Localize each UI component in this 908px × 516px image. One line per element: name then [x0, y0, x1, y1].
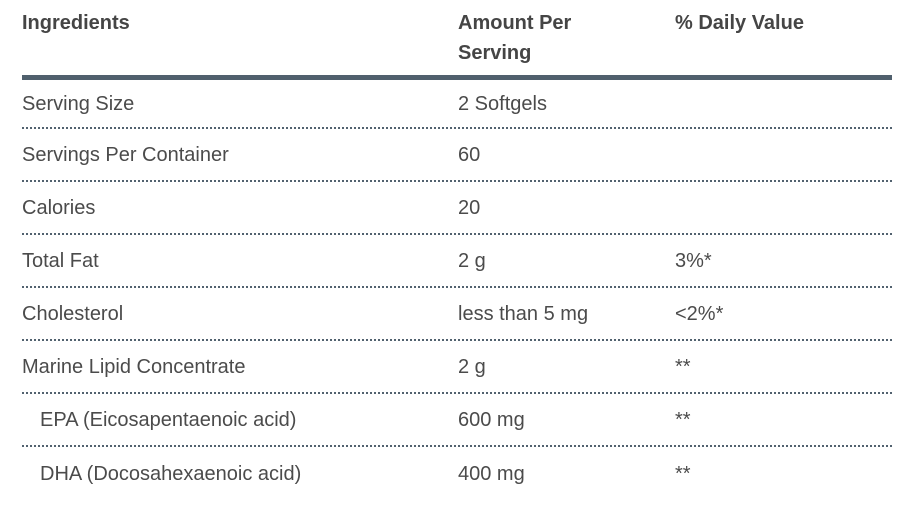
daily-value-cell: **	[675, 463, 691, 485]
ingredient-cell: EPA (Eicosapentaenoic acid)	[40, 408, 297, 431]
amount-cell: 2 g	[458, 249, 486, 272]
ingredient-cell: DHA (Docosahexaenoic acid)	[40, 463, 302, 485]
supplement-facts-table: Ingredients Amount Per Serving % Daily V…	[22, 0, 892, 501]
ingredient-cell: Servings Per Container	[22, 143, 229, 166]
amount-cell: 2 Softgels	[458, 92, 547, 115]
table-row-calories: Calories 20	[22, 182, 892, 235]
daily-value-cell: <2%*	[675, 302, 724, 325]
amount-cell: 600 mg	[458, 408, 525, 431]
ingredient-cell: Calories	[22, 196, 96, 219]
column-header-ingredients: Ingredients	[22, 12, 130, 34]
daily-value-cell: **	[675, 408, 691, 431]
table-row-dha: DHA (Docosahexaenoic acid) 400 mg **	[22, 447, 892, 501]
column-header-amount-per-serving: Amount Per Serving	[458, 8, 675, 68]
table-row-epa: EPA (Eicosapentaenoic acid) 600 mg **	[22, 394, 892, 447]
amount-cell: 20	[458, 196, 481, 219]
column-header-daily-value: % Daily Value	[675, 12, 804, 34]
table-header-row: Ingredients Amount Per Serving % Daily V…	[22, 0, 892, 80]
ingredient-cell: Serving Size	[22, 92, 135, 115]
table-row-serving-size: Serving Size 2 Softgels	[22, 80, 892, 129]
ingredient-cell: Cholesterol	[22, 302, 124, 325]
table-row-servings-per-container: Servings Per Container 60	[22, 129, 892, 182]
ingredient-cell: Total Fat	[22, 249, 99, 272]
table-row-marine-lipid-concentrate: Marine Lipid Concentrate 2 g **	[22, 341, 892, 394]
table-row-cholesterol: Cholesterol less than 5 mg <2%*	[22, 288, 892, 341]
ingredient-cell: Marine Lipid Concentrate	[22, 355, 246, 378]
amount-cell: 2 g	[458, 355, 486, 378]
amount-cell: 60	[458, 143, 481, 166]
amount-cell: 400 mg	[458, 463, 525, 485]
daily-value-cell: **	[675, 355, 691, 378]
column-header-amount-per-serving-label: Amount Per Serving	[458, 12, 572, 64]
daily-value-cell: 3%*	[675, 249, 712, 272]
amount-cell: less than 5 mg	[458, 302, 589, 325]
table-row-total-fat: Total Fat 2 g 3%*	[22, 235, 892, 288]
